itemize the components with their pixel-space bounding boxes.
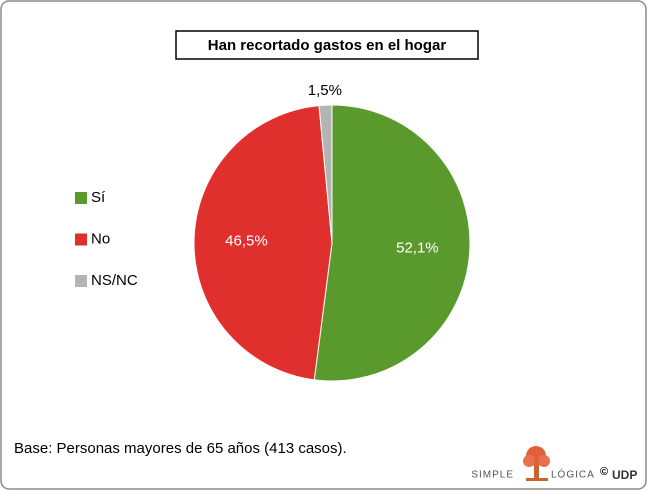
legend-label: NS/NC — [91, 272, 138, 289]
data-label: 1,5% — [308, 82, 342, 99]
logo-tree — [523, 446, 550, 481]
legend-label: Sí — [91, 189, 106, 206]
chart-title: Han recortado gastos en el hogar — [208, 37, 447, 54]
data-label: 46,5% — [225, 232, 268, 249]
legend-swatch — [75, 192, 87, 204]
logo-copyright: © — [600, 466, 608, 478]
pie-slice — [193, 105, 333, 381]
logo-left: SIMPLE — [471, 470, 514, 481]
legend-swatch — [75, 275, 87, 287]
pie-slice — [313, 104, 471, 382]
legend-label: No — [91, 230, 110, 247]
footnote: Base: Personas mayores de 65 años (413 c… — [14, 440, 347, 457]
logo-brand: UDP — [612, 468, 637, 482]
legend-swatch — [75, 233, 87, 246]
logo-right: LÓGICA — [551, 468, 595, 481]
title-box — [175, 30, 479, 60]
pie-slice — [318, 104, 333, 244]
data-label: 52,1% — [396, 239, 439, 256]
